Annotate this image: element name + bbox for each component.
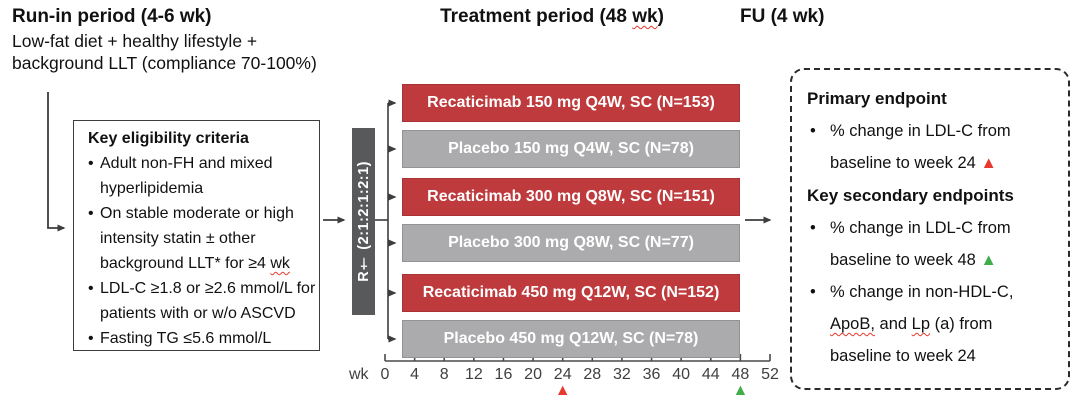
- randomization-box: R† (2:1:2:1:2:1): [352, 128, 375, 315]
- primary-endpoint-week-marker: ▲: [554, 382, 571, 399]
- run-in-description-line1: Low-fat diet + healthy lifestyle +: [12, 31, 258, 51]
- eligibility-bullet-3-line1: LDL-C ≥1.8 or ≥2.6 mmol/L for: [100, 280, 316, 297]
- secondary-endpoint-bullet-2: % change in non-HDL-C, ApoB, and Lp (a) …: [807, 276, 1058, 372]
- eligibility-bullet-2-line2: intensity statin ± other: [100, 230, 256, 247]
- week-tick-label: 24: [553, 366, 572, 383]
- primary-endpoint-line1: % change in LDL-C from: [830, 122, 1011, 140]
- eligibility-bullet-2: On stable moderate or high intensity sta…: [88, 201, 313, 276]
- secondary-endpoint-1-line2-text: baseline to week 48: [830, 251, 976, 269]
- primary-endpoint-line2-text: baseline to week 24: [830, 154, 976, 172]
- secondary-endpoint-2-apob: ApoB,: [830, 315, 875, 333]
- week-tick-label: 48: [731, 366, 750, 383]
- run-in-to-eligibility-arrow: [47, 92, 66, 232]
- week-tick-label: 12: [464, 366, 483, 383]
- eligibility-bullet-2-line1: On stable moderate or high: [100, 205, 294, 222]
- primary-endpoint-heading: Primary endpoint: [807, 89, 947, 108]
- secondary-endpoint-2-line2: ApoB, and Lp (a) from: [830, 308, 1058, 340]
- arm-bar-recaticimab-300: Recaticimab 300 mg Q8W, SC (N=151): [402, 178, 740, 216]
- eligibility-bullet-3: LDL-C ≥1.8 or ≥2.6 mmol/L for patients w…: [88, 276, 316, 326]
- week-axis-labels: 0 4 8 12 16 20 24 28 32 36 40 44 48 52: [0, 366, 1080, 386]
- run-in-description: Low-fat diet + healthy lifestyle + backg…: [12, 30, 317, 74]
- run-in-description-line2: background LLT (compliance 70-100%): [12, 53, 317, 73]
- eligibility-bullet-3-line2: patients with or w/o ASCVD: [100, 305, 296, 322]
- secondary-endpoint-1-line1: % change in LDL-C from: [830, 219, 1011, 237]
- secondary-endpoint-2-lp: Lp: [911, 315, 931, 333]
- week-tick-label: 8: [439, 366, 449, 383]
- arm-bar-placebo-450: Placebo 450 mg Q12W, SC (N=78): [402, 320, 740, 358]
- week-axis-unit-label: wk: [349, 366, 369, 383]
- secondary-endpoint-2-and: and: [879, 315, 908, 333]
- treatment-period-title-wk: wk: [632, 6, 658, 27]
- treatment-period-title: Treatment period (48 wk): [402, 6, 702, 28]
- secondary-endpoint-bullet-1: % change in LDL-C from baseline to week …: [807, 212, 1058, 276]
- week-axis-markers: ▲ ▲: [0, 383, 1080, 403]
- week-tick-label: 28: [583, 366, 602, 383]
- secondary-endpoint-2-line3: baseline to week 24: [830, 347, 976, 365]
- week-tick-label: 20: [524, 366, 542, 383]
- follow-up-period-title: FU (4 wk): [740, 6, 825, 27]
- secondary-endpoint-2-line2-rest: (a) from: [934, 315, 993, 333]
- week-tick-label: 52: [761, 366, 779, 383]
- eligibility-bullet-4-line1: Fasting TG ≤5.6 mmol/L: [100, 330, 272, 347]
- eligibility-bullet-4: Fasting TG ≤5.6 mmol/L: [88, 326, 313, 351]
- eligibility-bullet-1: Adult non-FH and mixed hyperlipidemia: [88, 151, 313, 201]
- secondary-endpoint-1-line2: baseline to week 48 ▲: [830, 244, 1058, 276]
- eligibility-bullet-1-line2: hyperlipidemia: [100, 180, 204, 197]
- secondary-endpoint-2-line1: % change in non-HDL-C,: [830, 283, 1014, 301]
- eligibility-bullet-2-line3-wk: wk: [270, 255, 290, 272]
- randomization-ratio-label: R† (2:1:2:1:2:1): [355, 161, 372, 282]
- eligibility-title: Key eligibility criteria: [88, 130, 249, 147]
- arm-bar-placebo-300: Placebo 300 mg Q8W, SC (N=77): [402, 224, 740, 262]
- secondary-endpoints-heading: Key secondary endpoints: [807, 186, 1014, 205]
- run-in-period-title: Run-in period (4-6 wk): [12, 6, 212, 27]
- arm-bar-placebo-150: Placebo 150 mg Q4W, SC (N=78): [402, 130, 740, 168]
- secondary-endpoint-week-marker: ▲: [732, 382, 749, 399]
- week-tick-label: 40: [672, 366, 691, 383]
- arm-bar-recaticimab-150: Recaticimab 150 mg Q4W, SC (N=153): [402, 84, 740, 122]
- arm-bar-recaticimab-450: Recaticimab 450 mg Q12W, SC (N=152): [402, 274, 740, 312]
- eligibility-criteria-box: Key eligibility criteria Adult non-FH an…: [73, 120, 320, 351]
- treatment-period-title-text: Treatment period (48: [440, 6, 627, 27]
- green-triangle-icon: ▲: [980, 251, 997, 269]
- treatment-period-title-paren: ): [657, 6, 664, 27]
- week-tick-label: 36: [642, 366, 661, 383]
- endpoints-box: Primary endpoint % change in LDL-C from …: [790, 68, 1070, 390]
- eligibility-bullet-1-line1: Adult non-FH and mixed: [100, 155, 273, 172]
- primary-endpoint-bullet: % change in LDL-C from baseline to week …: [807, 115, 1058, 179]
- red-triangle-icon: ▲: [980, 154, 997, 172]
- week-tick-label: 4: [410, 366, 420, 383]
- week-tick-label: 16: [494, 366, 513, 383]
- week-tick-label: 32: [613, 366, 631, 383]
- eligibility-bullet-2-line3-text: background LLT* for ≥4: [100, 255, 266, 272]
- eligibility-bullet-2-line3: background LLT* for ≥4 wk: [100, 251, 313, 276]
- primary-endpoint-line2: baseline to week 24 ▲: [830, 147, 1058, 179]
- week-tick-label: 0: [380, 366, 390, 383]
- week-tick-label: 44: [701, 366, 720, 383]
